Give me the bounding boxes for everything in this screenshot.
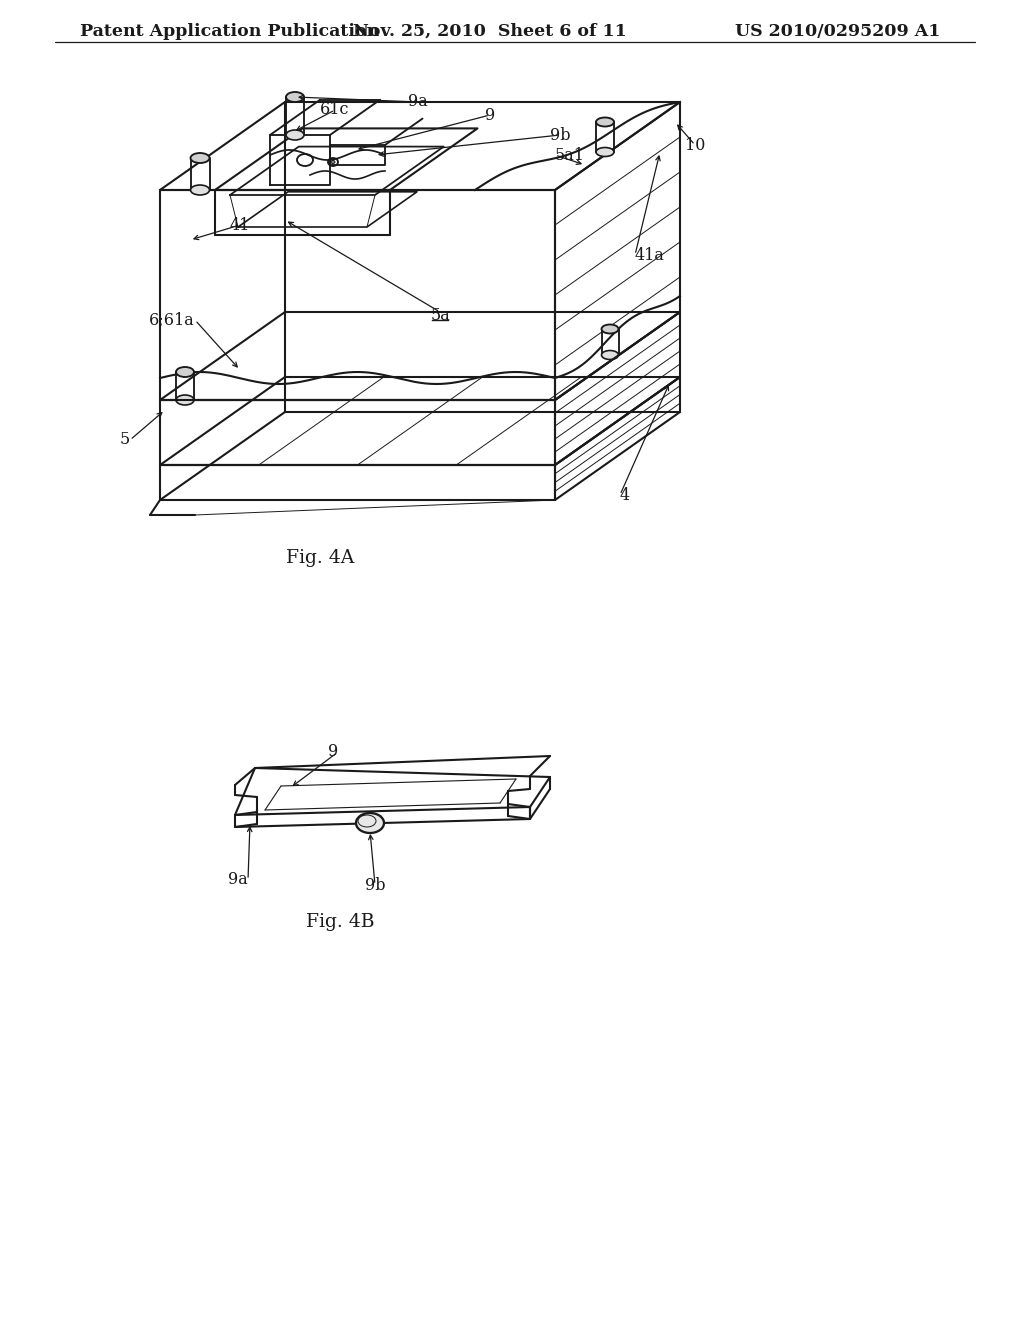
Ellipse shape [596, 117, 614, 127]
Text: 6;61a: 6;61a [150, 312, 195, 329]
Ellipse shape [190, 153, 210, 162]
Text: 5a: 5a [430, 306, 450, 323]
Text: Fig. 4B: Fig. 4B [306, 913, 374, 931]
Text: 41: 41 [229, 216, 250, 234]
Text: 10: 10 [685, 136, 706, 153]
Ellipse shape [286, 129, 304, 140]
Text: 9b: 9b [550, 127, 570, 144]
Text: 5a1: 5a1 [555, 147, 585, 164]
Text: 5: 5 [120, 432, 130, 449]
Text: 41a: 41a [635, 247, 665, 264]
Ellipse shape [176, 367, 194, 378]
Text: Patent Application Publication: Patent Application Publication [80, 22, 379, 40]
Text: 9a: 9a [409, 94, 428, 111]
Text: 61c: 61c [321, 102, 350, 119]
Text: Nov. 25, 2010  Sheet 6 of 11: Nov. 25, 2010 Sheet 6 of 11 [353, 22, 627, 40]
Ellipse shape [331, 161, 335, 164]
Ellipse shape [601, 351, 618, 359]
Ellipse shape [176, 395, 194, 405]
Text: 9b: 9b [365, 876, 385, 894]
Text: Fig. 4A: Fig. 4A [286, 549, 354, 568]
Ellipse shape [286, 92, 304, 102]
Ellipse shape [190, 185, 210, 195]
Text: 9: 9 [485, 107, 496, 124]
Ellipse shape [356, 813, 384, 833]
Text: 9a: 9a [228, 871, 248, 888]
Text: US 2010/0295209 A1: US 2010/0295209 A1 [734, 22, 940, 40]
Text: 4: 4 [620, 487, 630, 503]
Ellipse shape [601, 325, 618, 334]
Ellipse shape [596, 148, 614, 157]
Text: 9: 9 [328, 743, 338, 760]
